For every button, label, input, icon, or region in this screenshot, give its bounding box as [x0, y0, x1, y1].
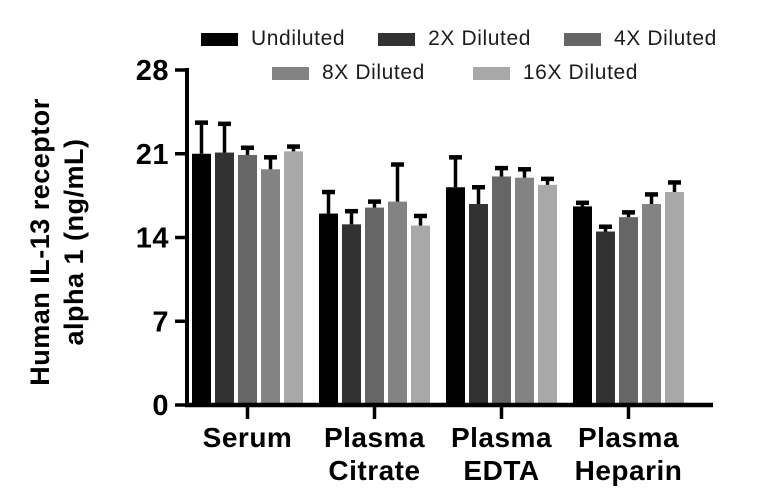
legend-swatch — [378, 32, 416, 46]
bar — [319, 213, 338, 405]
category-label: Citrate — [328, 455, 420, 486]
bar — [215, 152, 234, 405]
category-label: EDTA — [463, 455, 539, 486]
y-tick-label: 0 — [152, 390, 169, 422]
bar — [642, 204, 661, 405]
y-tick-label: 21 — [136, 139, 169, 171]
bar — [596, 231, 615, 405]
y-tick-label: 28 — [136, 55, 169, 87]
bar — [388, 201, 407, 405]
bar — [446, 187, 465, 405]
bar — [238, 154, 257, 405]
legend: Undiluted 2X Diluted 4X Diluted 8X Diluted… — [0, 27, 768, 85]
bar — [261, 169, 280, 405]
bar — [469, 204, 488, 405]
category-label: Plasma — [451, 422, 552, 453]
legend-swatch — [201, 32, 238, 46]
category-label: Plasma — [324, 422, 425, 453]
bar — [573, 206, 592, 405]
category-label: Serum — [203, 422, 293, 453]
legend-item: 8X Diluted — [272, 61, 425, 85]
legend-swatch — [272, 66, 309, 80]
legend-row-top: Undiluted 2X Diluted 4X Diluted — [201, 27, 768, 51]
category-label: Heparin — [575, 455, 683, 486]
bar — [342, 224, 361, 405]
y-tick-label: 14 — [136, 223, 169, 255]
legend-label: 2X Diluted — [428, 27, 532, 50]
legend-label: 16X Diluted — [522, 61, 639, 84]
legend-label: 8X Diluted — [322, 61, 425, 84]
bar — [619, 217, 638, 405]
category-label: Plasma — [578, 422, 679, 453]
bar — [284, 151, 303, 405]
bar — [192, 153, 211, 405]
legend-swatch — [472, 66, 510, 80]
bar — [365, 207, 384, 405]
bar — [492, 176, 511, 405]
legend-swatch — [564, 32, 602, 46]
legend-item: Undiluted — [201, 27, 345, 51]
bar — [665, 192, 684, 405]
legend-label: Undiluted — [251, 27, 346, 50]
bar — [538, 184, 557, 405]
bar — [411, 225, 430, 405]
legend-row-bottom: 8X Diluted 16X Diluted — [272, 61, 768, 85]
bar — [515, 177, 534, 405]
legend-item: 2X Diluted — [378, 27, 531, 51]
legend-item: 4X Diluted — [564, 27, 717, 51]
legend-label: 4X Diluted — [614, 27, 717, 50]
y-tick-label: 7 — [152, 306, 169, 338]
legend-item: 16X Diluted — [472, 61, 639, 85]
